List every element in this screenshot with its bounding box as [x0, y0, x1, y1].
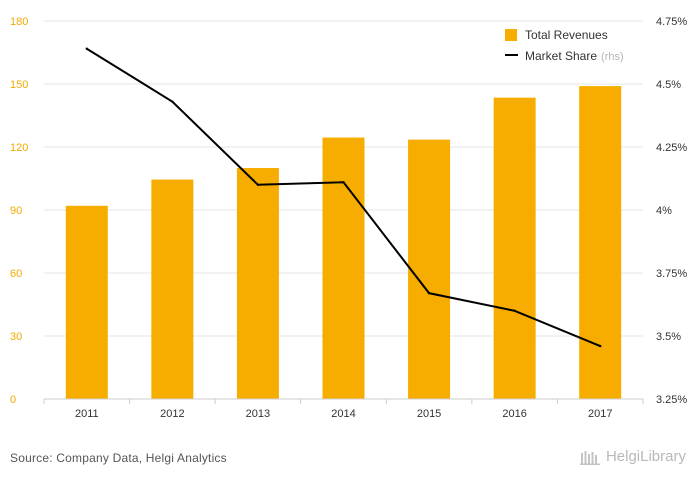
bar [493, 97, 536, 400]
line-point [427, 291, 431, 295]
x-tick-label: 2016 [502, 408, 526, 420]
y-left-tick-label: 30 [10, 331, 22, 343]
y-right-tick-label: 3.75% [656, 268, 687, 280]
brand-logo: HelgiLibrary [579, 448, 686, 465]
line-point [171, 100, 174, 103]
legend: Total Revenues Market Share (rhs) [505, 28, 624, 63]
y-left-tick-label: 60 [10, 268, 22, 280]
line-point [342, 181, 345, 184]
legend-label-market-share: Market Share [525, 49, 597, 63]
x-tick-label: 2017 [588, 408, 612, 420]
line-series [85, 47, 602, 348]
y-right-tick-label: 4.75% [656, 16, 687, 28]
y-right-tick-label: 4% [656, 205, 672, 217]
line-point [85, 47, 88, 50]
line-point [513, 309, 516, 312]
x-tick-label: 2013 [246, 408, 270, 420]
bar [579, 86, 622, 399]
source-note: Source: Company Data, Helgi Analytics [10, 451, 227, 465]
bar [408, 139, 451, 399]
library-icon [579, 450, 600, 465]
bar [322, 137, 365, 400]
chart: 0 30 60 90 120 150 180 3.25% 3.5% 3.75% 4% 4.25% 4.… [10, 16, 687, 420]
y-axis-right: 3.25% 3.5% 3.75% 4% 4.25% 4.5% 4.75% [656, 16, 687, 406]
y-right-tick-label: 3.25% [656, 394, 687, 406]
line-point [599, 344, 602, 348]
y-left-tick-label: 150 [10, 79, 28, 91]
bar [65, 205, 108, 399]
x-tick-label: 2014 [331, 408, 355, 420]
x-axis: 2011 2012 2013 2014 2015 2016 2017 [43, 398, 644, 420]
legend-label-market-share-group: Market Share (rhs) [525, 49, 624, 63]
bar-series [65, 86, 622, 400]
bar [151, 179, 194, 399]
x-tick-label: 2011 [75, 408, 99, 420]
x-tick-label: 2012 [160, 408, 184, 420]
y-axis-left: 0 30 60 90 120 150 180 [10, 16, 28, 406]
y-right-tick-label: 4.25% [656, 142, 687, 154]
y-left-tick-label: 180 [10, 16, 28, 28]
y-left-tick-label: 120 [10, 142, 28, 154]
y-right-tick-label: 4.5% [656, 79, 681, 91]
legend-label-total-revenues: Total Revenues [525, 28, 608, 42]
brand-name: HelgiLibrary [605, 448, 686, 465]
y-right-tick-label: 3.5% [656, 331, 681, 343]
legend-swatch-total-revenues [505, 29, 517, 41]
legend-label-rhs: (rhs) [601, 51, 624, 63]
y-left-tick-label: 0 [10, 394, 16, 406]
line-point [256, 183, 260, 186]
y-left-tick-label: 90 [10, 205, 22, 217]
x-tick-label: 2015 [417, 408, 441, 420]
bar [236, 168, 279, 399]
